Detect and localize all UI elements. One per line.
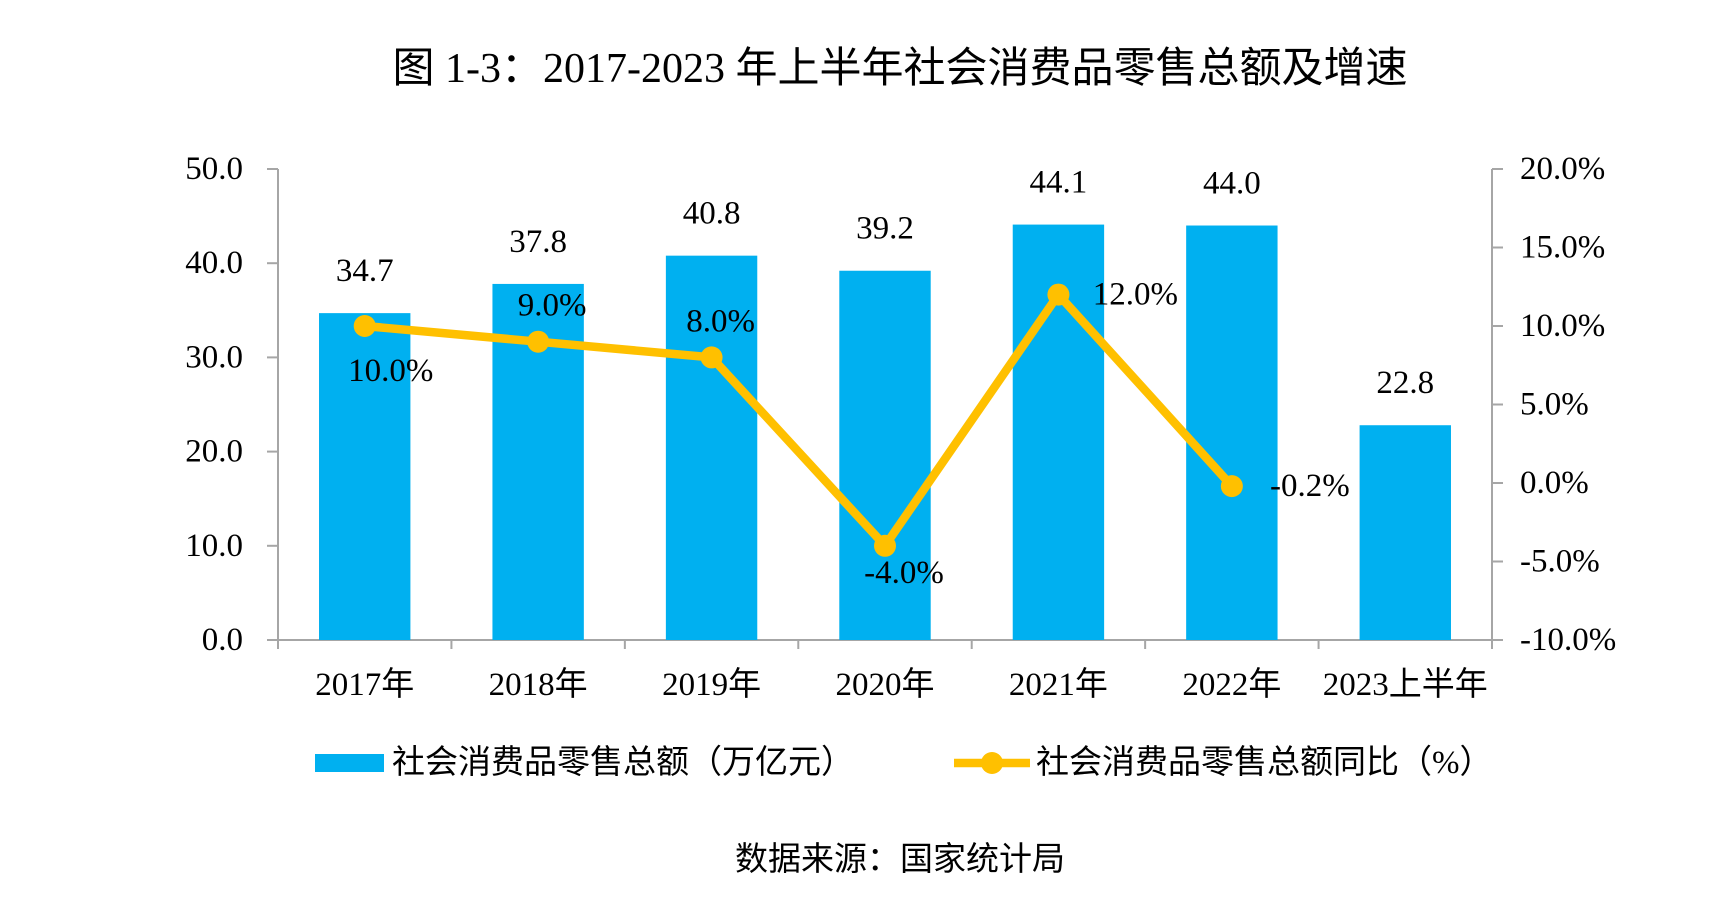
x-axis-tick-label: 2022年 [1182,666,1281,703]
legend: 社会消费品零售总额（万亿元） 社会消费品零售总额同比（%） [315,744,1493,781]
bar [1359,425,1451,640]
right-axis-tick-label: 10.0% [1520,308,1605,344]
line-data-label: 12.0% [1093,277,1178,313]
bar-data-label: 37.8 [509,224,567,260]
line-point [1047,283,1070,306]
line-point [874,534,896,557]
bar-data-label: 22.8 [1376,365,1434,401]
line-data-label: 10.0% [348,353,433,389]
left-axis-tick-label: 10.0 [185,528,243,564]
bar-data-label: 44.1 [1030,165,1088,201]
bar-data-label: 39.2 [856,211,914,247]
legend-line-marker [981,752,1003,774]
axes: 0.0 10.0 20.0 30.0 40.0 50.0 -10.0% -5.0% 0.0% 5.… [185,151,1616,703]
legend-bar-label: 社会消费品零售总额（万亿元） [392,744,854,781]
right-axis-tick-label: 15.0% [1520,230,1605,266]
line-data-label: -4.0% [864,555,944,591]
line-point [1220,475,1243,498]
line-data-label: -0.2% [1270,468,1350,504]
line-point [700,346,723,369]
left-axis-tick-label: 40.0 [185,245,243,281]
data-labels: 34.7 37.8 40.8 39.2 44.1 44.0 22.8 10.0% 9.0% 8.0… [336,165,1434,591]
left-axis-tick-label: 50.0 [185,151,243,187]
x-axis-tick-label: 2018年 [489,666,588,703]
bar-data-label: 44.0 [1203,166,1261,202]
x-axis-tick-label: 2023上半年 [1323,666,1488,703]
legend-item-line: 社会消费品零售总额同比（%） [954,744,1493,781]
bar [665,255,758,640]
bar [319,313,411,640]
x-axis-tick-label: 2017年 [315,666,414,703]
legend-bar-swatch [315,754,384,772]
bar-data-label: 40.8 [683,196,741,232]
line-data-label: 8.0% [686,303,755,339]
source-note: 数据来源：国家统计局 [735,841,1065,878]
bar-data-label: 34.7 [336,253,394,289]
plot-area: 0.0 10.0 20.0 30.0 40.0 50.0 -10.0% -5.0% 0.0% 5.… [185,151,1616,703]
right-axis-tick-label: -10.0% [1520,622,1616,658]
line-series-path [360,290,1237,551]
x-axis-tick-label: 2021年 [1009,666,1108,703]
bar-series [319,224,1451,640]
right-axis-tick-label: 5.0% [1520,387,1589,423]
line-series [353,283,1243,557]
line-point [353,315,376,337]
legend-line-label: 社会消费品零售总额同比（%） [1036,744,1493,781]
right-axis-tick-label: 0.0% [1520,465,1589,501]
left-axis-tick-label: 20.0 [185,434,243,470]
bar [839,270,931,640]
line-data-label: 9.0% [518,288,587,324]
bar [1186,225,1278,640]
chart-title: 图 1-3：2017-2023 年上半年社会消费品零售总额及增速 [393,45,1408,92]
x-axis-tick-label: 2020年 [836,666,935,703]
left-axis-tick-label: 0.0 [202,622,243,658]
line-point [527,330,550,353]
left-axis-tick-label: 30.0 [185,339,243,375]
right-axis-tick-label: 20.0% [1520,151,1605,187]
x-axis-tick-label: 2019年 [662,666,761,703]
legend-item-bar: 社会消费品零售总额（万亿元） [315,744,854,781]
right-axis-tick-label: -5.0% [1520,544,1600,580]
